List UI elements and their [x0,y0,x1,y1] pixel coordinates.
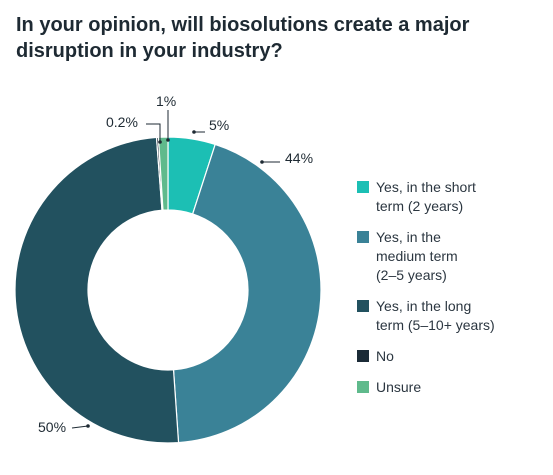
slice-unsure [157,136,169,211]
legend-label-short-term: Yes, in the short term (2 years) [376,179,476,214]
legend-item-long-term: Yes, in the long term (5–10+ years) [357,297,547,335]
slice-medium-term [172,143,322,444]
data-label-short-term: 5% [209,117,229,133]
legend-swatch-unsure [357,381,369,393]
data-label-long-term: 50% [38,419,66,435]
legend-item-unsure: Unsure [357,378,547,397]
leader-dot-no [158,140,162,144]
data-label-no: 0.2% [106,114,138,130]
leader-dot-long-term [86,424,90,428]
legend-label-no: No [376,348,394,364]
legend-swatch-no [357,350,369,362]
leader-dot-unsure [166,138,170,142]
legend-item-medium-term: Yes, in the medium term (2–5 years) [357,228,547,285]
legend-swatch-medium-term [357,231,369,243]
legend-swatch-long-term [357,300,369,312]
legend: Yes, in the short term (2 years) Yes, in… [357,178,547,409]
leader-line-long-term [71,425,89,429]
data-label-unsure: 1% [156,93,176,109]
legend-swatch-short-term [357,181,369,193]
legend-label-unsure: Unsure [376,379,422,395]
slice-long-term [14,136,180,444]
legend-label-long-term: Yes, in the long term (5–10+ years) [376,298,495,333]
leader-dot-medium-term [260,160,264,164]
legend-label-medium-term: Yes, in the medium term (2–5 years) [376,229,458,283]
legend-item-short-term: Yes, in the short term (2 years) [357,178,547,216]
leader-line-no [146,123,161,142]
data-label-medium-term: 44% [285,150,313,166]
legend-item-no: No [357,347,547,366]
leader-dot-short-term [192,130,196,134]
chart-title: In your opinion, will biosolutions creat… [16,14,470,62]
